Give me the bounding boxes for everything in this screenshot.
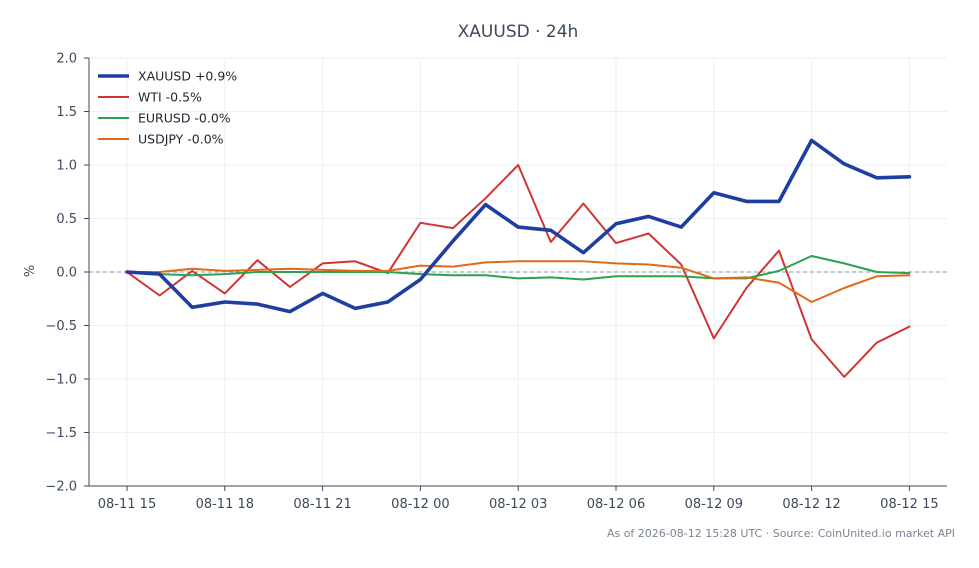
x-tick-label: 08-12 15	[880, 497, 938, 512]
footer-source: As of 2026-08-12 15:28 UTC · Source: Coi…	[607, 527, 955, 540]
series-lines	[125, 138, 912, 378]
y-tick-label: −1.5	[45, 426, 77, 441]
legend-label-eurusd: EURUSD -0.0%	[138, 111, 231, 126]
x-tick-label: 08-12 03	[489, 497, 547, 512]
series-line-eurusd	[126, 255, 911, 281]
x-tick-label: 08-11 15	[98, 497, 156, 512]
y-tick-label: −0.5	[45, 319, 77, 334]
y-tick-label: −2.0	[45, 480, 77, 495]
legend-label-usdjpy: USDJPY -0.0%	[138, 132, 224, 147]
series-line-wti	[126, 164, 911, 378]
chart-title: XAUUSD · 24h	[458, 22, 579, 42]
y-tick-label: 2.0	[56, 52, 77, 67]
y-tick-label: 0.0	[56, 266, 77, 281]
x-tick-label: 08-12 12	[782, 497, 840, 512]
y-tick-label: 1.5	[56, 105, 77, 120]
axes: −2.0 −1.5 −1.0 −0.5 0.0 0.5 1.0 1.5 2.0 08-11 15 0…	[45, 52, 947, 512]
x-tick-label: 08-12 06	[587, 497, 645, 512]
y-axis-label: %	[23, 265, 38, 277]
x-tick-label: 08-11 18	[196, 497, 254, 512]
legend-label-wti: WTI -0.5%	[138, 90, 202, 105]
y-tick-label: −1.0	[45, 373, 77, 388]
legend: XAUUSD +0.9% WTI -0.5% EURUSD -0.0% USDJPY …	[98, 69, 237, 147]
x-tick-label: 08-12 00	[391, 497, 449, 512]
series-line-xauusd	[125, 138, 912, 314]
y-tick-label: 1.0	[56, 159, 77, 174]
x-tick-label: 08-11 21	[293, 497, 351, 512]
x-tick-label: 08-12 09	[685, 497, 743, 512]
series-line-usdjpy	[126, 260, 911, 303]
y-tick-label: 0.5	[56, 212, 77, 227]
legend-label-xauusd: XAUUSD +0.9%	[138, 69, 237, 84]
grid	[89, 57, 947, 487]
